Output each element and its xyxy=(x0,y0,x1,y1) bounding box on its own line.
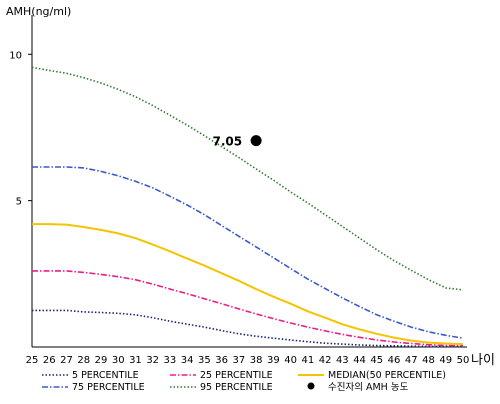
legend-label: 25 PERCENTILE xyxy=(200,370,273,381)
x-tick-label: 41 xyxy=(301,355,314,366)
x-tick-label: 34 xyxy=(181,355,194,366)
series-layer xyxy=(31,66,464,348)
x-tick-label: 45 xyxy=(370,355,383,366)
x-tick-label: 42 xyxy=(319,355,332,366)
x-tick-label: 33 xyxy=(164,355,177,366)
ticks: 25 26 27 28 29 30 31 32 33 34 35 36 37 38 39 40 41 42 43 44… xyxy=(9,50,469,366)
legend: 5 PERCENTILE 25 PERCENTILE MEDIAN(50 PERCE… xyxy=(42,370,446,393)
marker-layer: 7.05 xyxy=(213,135,262,149)
x-tick-label: 32 xyxy=(146,355,159,366)
legend-marker-swatch xyxy=(307,382,315,390)
x-tick-label: 25 xyxy=(26,355,39,366)
x-tick-label: 29 xyxy=(95,355,108,366)
x-tick-label: 49 xyxy=(439,355,452,366)
x-tick-label: 38 xyxy=(250,355,263,366)
x-tick-label: 44 xyxy=(353,355,366,366)
x-tick-label: 39 xyxy=(267,355,280,366)
axes: AMH(ng/ml) 나이 xyxy=(6,5,495,368)
x-tick-label: 31 xyxy=(129,355,142,366)
x-tick-label: 30 xyxy=(112,355,125,366)
legend-label: MEDIAN(50 PERCENTILE) xyxy=(328,370,446,381)
x-tick-label: 37 xyxy=(233,355,246,366)
series-line-3 xyxy=(32,166,464,339)
x-tick-label: 26 xyxy=(43,355,56,366)
y-tick-label: 10 xyxy=(9,50,22,61)
series-line-0 xyxy=(32,309,463,348)
series-line-1 xyxy=(32,270,463,347)
legend-label: 5 PERCENTILE xyxy=(72,370,139,381)
x-tick-label: 46 xyxy=(388,355,401,366)
x-tick-label: 43 xyxy=(336,355,349,366)
x-tick-label: 40 xyxy=(284,355,297,366)
x-tick-label: 27 xyxy=(60,355,73,366)
legend-label: 75 PERCENTILE xyxy=(72,382,145,393)
x-tick-label: 50 xyxy=(457,355,470,366)
x-tick-label: 36 xyxy=(215,355,228,366)
patient-amh-marker xyxy=(250,135,262,147)
patient-amh-value-label: 7.05 xyxy=(213,135,243,149)
x-tick-label: 48 xyxy=(422,355,435,366)
x-tick-label: 35 xyxy=(198,355,211,366)
series-line-2 xyxy=(32,223,464,346)
y-axis-label: AMH(ng/ml) xyxy=(6,5,71,18)
x-axis-label: 나이 xyxy=(471,353,495,368)
x-tick-label: 47 xyxy=(405,355,418,366)
y-tick-label: 5 xyxy=(16,197,22,208)
legend-label: 95 PERCENTILE xyxy=(200,382,273,393)
series-line-4 xyxy=(31,66,464,291)
x-tick-label: 28 xyxy=(77,355,90,366)
legend-label: 수진자의 AMH 농도 xyxy=(328,382,409,393)
